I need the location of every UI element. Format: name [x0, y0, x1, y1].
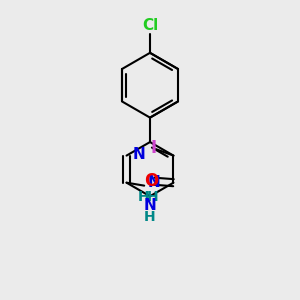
Text: O: O	[144, 172, 158, 190]
Text: N: N	[133, 147, 146, 162]
Text: I: I	[150, 139, 157, 157]
Text: H: H	[144, 210, 156, 224]
Text: H: H	[137, 190, 149, 204]
Text: N: N	[147, 175, 160, 190]
Text: Cl: Cl	[142, 18, 158, 33]
Text: H: H	[147, 190, 159, 204]
Text: N: N	[144, 198, 156, 213]
